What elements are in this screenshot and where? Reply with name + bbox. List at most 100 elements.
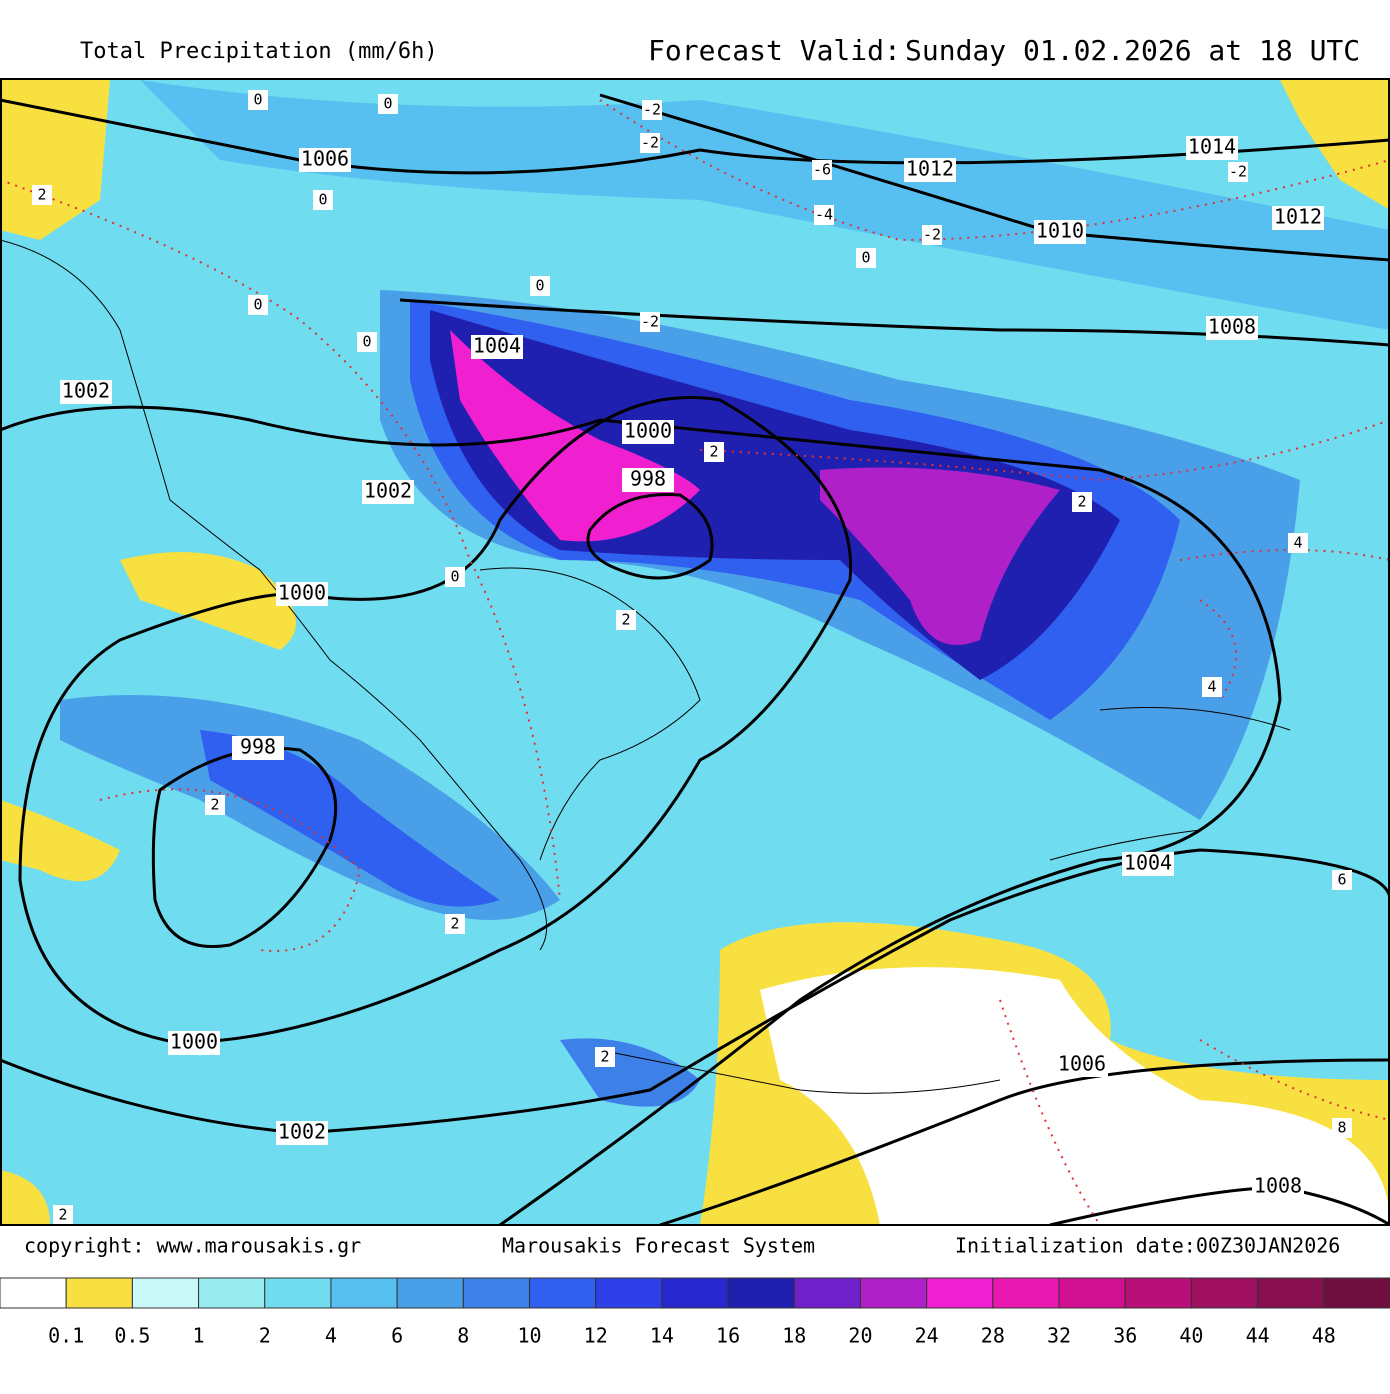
temp-label: 0 bbox=[450, 568, 459, 586]
isobar-label: 1012 bbox=[1274, 205, 1322, 229]
temp-label: 2 bbox=[709, 443, 718, 461]
legend-label: 48 bbox=[1312, 1324, 1336, 1348]
isobar-label-box bbox=[232, 736, 284, 760]
isobar-label: 1006 bbox=[301, 147, 349, 171]
temp-label: -2 bbox=[641, 313, 659, 331]
isobars bbox=[0, 93, 1390, 1225]
temp-label-box bbox=[1332, 870, 1352, 890]
isobar-label-box bbox=[276, 582, 328, 606]
isobar-label: 1004 bbox=[473, 334, 521, 358]
temp-label-box bbox=[642, 100, 662, 120]
legend-swatch bbox=[859, 1277, 928, 1309]
legend-swatch bbox=[1190, 1277, 1259, 1309]
map-frame bbox=[0, 78, 1390, 1226]
legend-swatch bbox=[1257, 1277, 1325, 1309]
temp-label-box bbox=[814, 205, 834, 225]
legend-swatch bbox=[727, 1277, 795, 1309]
isobar-label: 1002 bbox=[364, 479, 412, 503]
temp-label: 0 bbox=[383, 95, 392, 113]
isobar-label-box bbox=[1206, 316, 1258, 340]
temp-label-box bbox=[445, 567, 465, 587]
legend-label: 12 bbox=[584, 1324, 608, 1348]
legend-label: 8 bbox=[457, 1324, 469, 1348]
isobar-label-box bbox=[362, 480, 414, 504]
copyright: copyright: www.marousakis.gr bbox=[24, 1234, 361, 1258]
legend-label: 14 bbox=[650, 1324, 674, 1348]
temp-label-box bbox=[616, 610, 636, 630]
legend-label: 10 bbox=[517, 1324, 541, 1348]
coastlines bbox=[0, 239, 1291, 1094]
legend-label: 0.5 bbox=[114, 1324, 150, 1348]
legend-swatch bbox=[131, 1277, 200, 1309]
temp-label-box bbox=[704, 442, 724, 462]
temp-label-box bbox=[205, 795, 225, 815]
isobar-label: 1002 bbox=[278, 1120, 326, 1144]
temp-label-box bbox=[357, 332, 377, 352]
isobar-label: 1014 bbox=[1188, 135, 1236, 159]
legend-swatch bbox=[529, 1277, 597, 1309]
isobar-label-box bbox=[1186, 136, 1238, 160]
temp-label-box bbox=[248, 90, 268, 110]
temp-label-box bbox=[53, 1205, 73, 1225]
legend-swatch bbox=[396, 1277, 464, 1309]
legend-label: 4 bbox=[325, 1324, 337, 1348]
temp-label-box bbox=[595, 1047, 615, 1067]
temp-label-box bbox=[1332, 1118, 1352, 1138]
isobar-label: 1006 bbox=[1058, 1052, 1106, 1076]
temp-label: 0 bbox=[253, 296, 262, 314]
isobar-label: 1000 bbox=[170, 1030, 218, 1054]
isobar-label-box bbox=[1034, 220, 1086, 244]
isobar-label: 1002 bbox=[62, 379, 110, 403]
legend-label: 16 bbox=[716, 1324, 740, 1348]
temp-label-box bbox=[445, 914, 465, 934]
legend-swatch bbox=[595, 1277, 663, 1309]
legend-label: 28 bbox=[981, 1324, 1005, 1348]
temp-label: -6 bbox=[813, 161, 831, 179]
isobar-label-box bbox=[622, 420, 674, 444]
temp-label-box bbox=[640, 133, 660, 153]
temp-label: 0 bbox=[535, 277, 544, 295]
legend-label: 2 bbox=[259, 1324, 271, 1348]
temp-label: 2 bbox=[600, 1048, 609, 1066]
legend-label: 36 bbox=[1113, 1324, 1137, 1348]
temp-label: -2 bbox=[923, 226, 941, 244]
temp-label: 4 bbox=[1293, 534, 1302, 552]
temp-label: -2 bbox=[1229, 163, 1247, 181]
isobar-label-box bbox=[1056, 1053, 1108, 1077]
temp-label: 4 bbox=[1207, 678, 1216, 696]
isobar-label-box bbox=[904, 158, 956, 182]
legend-label: 44 bbox=[1246, 1324, 1270, 1348]
isobar-label: 1008 bbox=[1254, 1174, 1302, 1198]
title: Total Precipitation (mm/6h) bbox=[80, 39, 438, 64]
temp-label: 2 bbox=[210, 796, 219, 814]
init-date: Initialization date:00Z30JAN2026 bbox=[955, 1234, 1340, 1258]
legend-swatch bbox=[1058, 1277, 1126, 1309]
legend-swatch bbox=[1124, 1277, 1192, 1309]
isobar-label-box bbox=[471, 335, 523, 359]
isobar-label-box bbox=[1272, 206, 1324, 230]
temp-label: -2 bbox=[641, 134, 659, 152]
legend-label: 6 bbox=[391, 1324, 403, 1348]
legend-swatch bbox=[992, 1277, 1060, 1309]
valid-label: Forecast Valid: bbox=[648, 34, 901, 67]
isobar-label: 1004 bbox=[1124, 851, 1172, 875]
temp-label: 6 bbox=[1337, 871, 1346, 889]
legend-swatch bbox=[926, 1277, 994, 1309]
temp-label: 0 bbox=[253, 91, 262, 109]
temp-label-box bbox=[922, 225, 942, 245]
temp-label-box bbox=[1072, 492, 1092, 512]
legend-swatch bbox=[462, 1277, 531, 1309]
temp-label: 2 bbox=[621, 611, 630, 629]
legend-swatch bbox=[264, 1277, 332, 1309]
temp-label-box bbox=[1288, 533, 1308, 553]
legend-swatch bbox=[0, 1277, 67, 1309]
isobar-label-box bbox=[622, 468, 674, 492]
legend-label: 40 bbox=[1179, 1324, 1203, 1348]
legend-label: 0.1 bbox=[48, 1324, 84, 1348]
temp-label-box bbox=[812, 160, 832, 180]
isobar-label: 1008 bbox=[1208, 315, 1256, 339]
temp-label: 0 bbox=[861, 249, 870, 267]
legend-swatch bbox=[330, 1277, 398, 1309]
isobar-label-box bbox=[276, 1121, 328, 1145]
